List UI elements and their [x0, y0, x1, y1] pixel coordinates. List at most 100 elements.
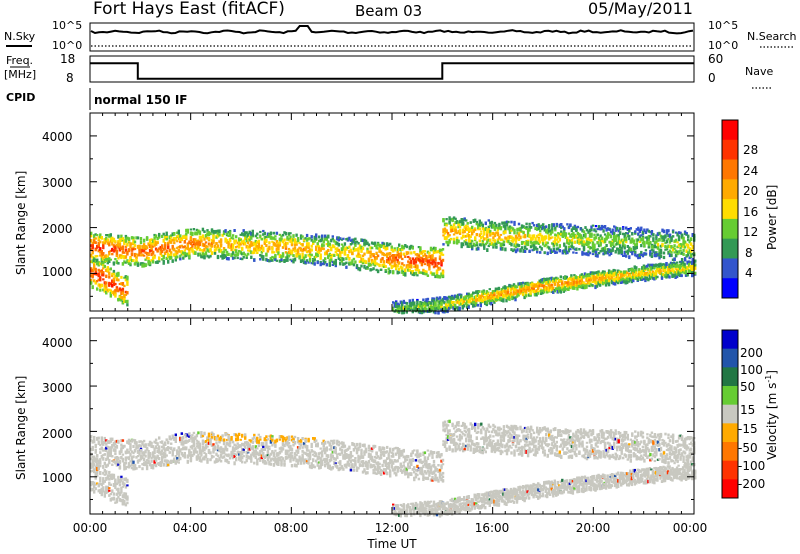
data-cell [130, 247, 134, 252]
data-cell [191, 232, 194, 237]
data-cell [682, 252, 685, 256]
data-cell [680, 237, 684, 240]
data-cell [679, 246, 682, 250]
data-cell [360, 264, 363, 268]
data-cell [233, 256, 236, 260]
data-cell [114, 446, 117, 449]
data-cell [118, 452, 122, 455]
data-cell [513, 222, 516, 226]
data-cell [567, 242, 571, 245]
data-cell [284, 251, 288, 254]
data-cell [367, 243, 371, 247]
data-cell [188, 435, 191, 438]
data-cell [345, 247, 348, 251]
data-cell [162, 261, 165, 265]
data-cell [299, 234, 303, 237]
data-cell [141, 254, 144, 257]
data-cell [117, 262, 120, 265]
data-cell [142, 243, 146, 247]
data-cell [483, 231, 486, 236]
data-cell [111, 455, 114, 458]
data-cell [381, 263, 384, 266]
data-cell [478, 290, 481, 293]
data-cell [625, 238, 628, 242]
data-cell [336, 241, 339, 245]
data-cell [474, 218, 477, 222]
data-cell [171, 238, 174, 242]
data-cell [221, 256, 224, 260]
data-cell [687, 238, 690, 242]
data-cell [584, 243, 587, 246]
data-cell [504, 224, 507, 229]
data-cell [614, 282, 617, 286]
data-cell [151, 260, 155, 264]
data-cell [524, 285, 528, 289]
data-cell [161, 455, 164, 459]
data-cell [517, 222, 521, 226]
data-cell [144, 460, 147, 465]
data-cell [481, 239, 484, 243]
data-cell [614, 249, 617, 254]
data-cell [93, 241, 96, 244]
data-cell [417, 307, 421, 312]
data-cell [100, 436, 103, 440]
data-cell [664, 241, 667, 244]
data-cell [346, 246, 350, 249]
data-cell [343, 251, 347, 255]
data-cell [319, 260, 322, 264]
data-cell [662, 255, 666, 260]
data-cell [91, 252, 94, 255]
data-cell [185, 446, 188, 450]
data-cell [379, 250, 383, 254]
data-cell [591, 250, 595, 253]
data-cell [310, 253, 313, 257]
data-cell [333, 245, 336, 249]
data-cell [108, 268, 111, 271]
data-cell [120, 450, 123, 454]
data-cell [305, 245, 309, 249]
data-cell [502, 243, 506, 247]
data-cell [118, 450, 122, 454]
data-cell [109, 267, 112, 271]
data-cell [491, 296, 495, 301]
data-cell [594, 225, 598, 228]
data-cell [625, 232, 628, 235]
data-cell [153, 238, 156, 242]
data-cell [308, 248, 312, 253]
data-cell [619, 248, 622, 253]
data-cell [670, 236, 673, 239]
data-cell [265, 252, 268, 257]
data-cell [661, 235, 664, 240]
data-cell [549, 285, 552, 289]
data-cell [638, 253, 641, 257]
data-cell [245, 245, 248, 249]
data-cell [450, 295, 454, 298]
data-cell [90, 248, 93, 251]
data-cell [413, 250, 416, 254]
data-cell [663, 265, 667, 269]
data-cell [408, 257, 411, 261]
data-cell [517, 282, 520, 286]
data-cell [127, 240, 131, 243]
data-cell [123, 463, 126, 467]
data-cell [225, 232, 229, 235]
data-cell [167, 243, 170, 247]
data-cell [543, 244, 546, 248]
data-cell [464, 296, 467, 300]
data-cell [534, 241, 537, 245]
data-cell [396, 259, 399, 263]
data-cell [164, 459, 167, 463]
data-cell [451, 219, 454, 223]
data-cell [236, 256, 239, 260]
data-cell [293, 246, 297, 250]
data-cell [398, 248, 401, 251]
data-cell [590, 238, 593, 243]
data-cell [348, 236, 351, 241]
data-cell [355, 240, 359, 243]
data-cell [168, 451, 171, 454]
data-cell [632, 242, 635, 245]
data-cell [492, 239, 495, 242]
data-cell [111, 283, 114, 287]
data-cell [506, 291, 510, 295]
data-cell [120, 234, 123, 238]
